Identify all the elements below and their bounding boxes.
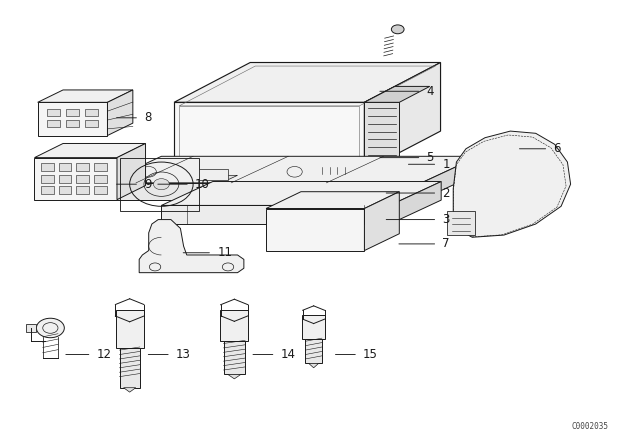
Polygon shape bbox=[317, 170, 363, 175]
Polygon shape bbox=[35, 158, 117, 200]
Polygon shape bbox=[59, 175, 71, 183]
Polygon shape bbox=[223, 341, 245, 375]
Polygon shape bbox=[47, 120, 60, 127]
Polygon shape bbox=[94, 164, 107, 171]
Circle shape bbox=[154, 179, 170, 190]
Polygon shape bbox=[41, 186, 54, 194]
Polygon shape bbox=[308, 363, 319, 368]
Polygon shape bbox=[228, 375, 241, 379]
Polygon shape bbox=[305, 339, 322, 363]
Polygon shape bbox=[94, 186, 107, 194]
Polygon shape bbox=[104, 156, 479, 183]
Text: 1: 1 bbox=[442, 158, 450, 171]
Polygon shape bbox=[422, 156, 479, 200]
Polygon shape bbox=[124, 388, 136, 392]
Text: 12: 12 bbox=[97, 348, 111, 361]
Polygon shape bbox=[161, 181, 441, 206]
Circle shape bbox=[392, 25, 404, 34]
Polygon shape bbox=[41, 164, 54, 171]
Polygon shape bbox=[47, 108, 60, 116]
Polygon shape bbox=[302, 314, 325, 339]
Polygon shape bbox=[174, 102, 364, 171]
Polygon shape bbox=[364, 63, 440, 171]
Polygon shape bbox=[59, 186, 71, 194]
Text: 7: 7 bbox=[442, 237, 450, 250]
Polygon shape bbox=[139, 220, 244, 273]
Polygon shape bbox=[94, 175, 107, 183]
Text: 9: 9 bbox=[144, 178, 152, 191]
Polygon shape bbox=[85, 108, 98, 116]
Polygon shape bbox=[161, 206, 390, 224]
Polygon shape bbox=[85, 120, 98, 127]
Text: 10: 10 bbox=[195, 178, 210, 191]
Polygon shape bbox=[364, 192, 399, 250]
Polygon shape bbox=[220, 310, 248, 341]
Polygon shape bbox=[116, 310, 143, 348]
Text: C0002035: C0002035 bbox=[572, 422, 609, 431]
Polygon shape bbox=[200, 175, 237, 180]
Polygon shape bbox=[453, 131, 571, 237]
Polygon shape bbox=[41, 175, 54, 183]
Text: 11: 11 bbox=[217, 246, 232, 259]
Polygon shape bbox=[447, 211, 476, 235]
Polygon shape bbox=[38, 90, 133, 102]
Polygon shape bbox=[76, 175, 89, 183]
Polygon shape bbox=[364, 86, 429, 102]
Polygon shape bbox=[364, 102, 399, 162]
Polygon shape bbox=[266, 192, 399, 208]
Polygon shape bbox=[266, 208, 364, 250]
Text: 14: 14 bbox=[281, 348, 296, 361]
Text: 5: 5 bbox=[427, 151, 434, 164]
Circle shape bbox=[36, 318, 64, 338]
Text: 4: 4 bbox=[427, 85, 434, 98]
Text: 13: 13 bbox=[176, 348, 191, 361]
Polygon shape bbox=[104, 183, 422, 200]
Polygon shape bbox=[35, 143, 145, 158]
Polygon shape bbox=[108, 90, 133, 135]
Polygon shape bbox=[200, 169, 228, 180]
Polygon shape bbox=[76, 186, 89, 194]
Polygon shape bbox=[117, 143, 145, 200]
Polygon shape bbox=[26, 323, 36, 332]
Polygon shape bbox=[59, 164, 71, 171]
Polygon shape bbox=[38, 102, 108, 135]
Polygon shape bbox=[66, 108, 79, 116]
Polygon shape bbox=[390, 181, 441, 224]
Polygon shape bbox=[174, 63, 440, 102]
Text: 2: 2 bbox=[442, 186, 450, 199]
Polygon shape bbox=[120, 348, 140, 388]
Text: 15: 15 bbox=[363, 348, 378, 361]
Text: 8: 8 bbox=[144, 111, 152, 124]
Polygon shape bbox=[76, 164, 89, 171]
Text: 3: 3 bbox=[442, 213, 450, 226]
Text: 6: 6 bbox=[554, 142, 561, 155]
Polygon shape bbox=[317, 166, 352, 175]
Polygon shape bbox=[66, 120, 79, 127]
